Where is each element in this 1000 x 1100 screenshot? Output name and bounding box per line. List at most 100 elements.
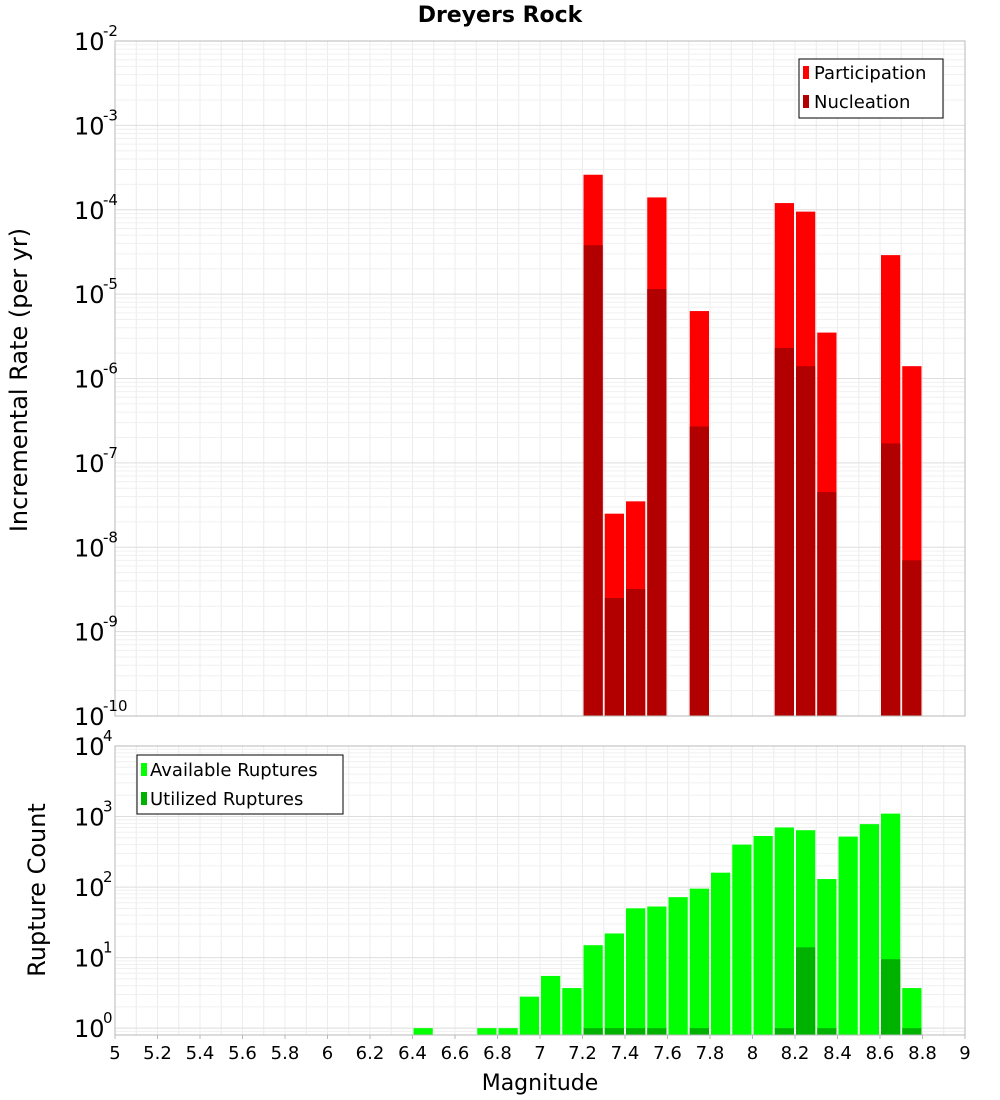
available-ruptures-bar	[774, 827, 794, 1035]
y-tick-label-exponent: 4	[103, 727, 113, 745]
y-tick-label-exponent: -3	[103, 106, 118, 124]
y-tick-label-base: 10	[74, 945, 105, 973]
utilized-ruptures-bar	[817, 1028, 837, 1035]
available-ruptures-bar	[626, 908, 646, 1035]
y-tick-label-exponent: -4	[103, 191, 118, 209]
x-tick-label: 7	[534, 1043, 545, 1064]
x-tick-label: 6.8	[483, 1043, 512, 1064]
x-tick-label: 5.6	[228, 1043, 257, 1064]
y-tick-label-exponent: -9	[103, 613, 118, 631]
utilized-legend-swatch	[141, 792, 147, 805]
y-tick-label-exponent: -10	[103, 697, 128, 715]
utilized-ruptures-bar	[583, 1028, 603, 1035]
utilized-ruptures-bar	[626, 1028, 646, 1035]
available-ruptures-bar	[753, 835, 773, 1035]
x-tick-label: 8.2	[781, 1043, 810, 1064]
y-tick-label-base: 10	[74, 197, 105, 225]
available-ruptures-bar	[711, 872, 731, 1035]
y-tick-label-exponent: -6	[103, 360, 118, 378]
nucleation-bar	[817, 492, 837, 716]
y-tick-label-base: 10	[74, 28, 105, 56]
nucleation-bar	[774, 347, 794, 716]
y-tick-label-exponent: -2	[103, 22, 118, 40]
y-tick-label-base: 10	[74, 874, 105, 902]
y-tick-label-base: 10	[74, 703, 105, 731]
y-tick-label-base: 10	[74, 366, 105, 394]
nucleation-bar	[881, 443, 901, 716]
nucleation-bar	[583, 245, 603, 717]
y-tick-label-base: 10	[74, 281, 105, 309]
y-tick-label-base: 10	[74, 804, 105, 832]
available-ruptures-bar	[689, 888, 709, 1035]
y-tick-label-base: 10	[74, 112, 105, 140]
x-tick-label: 8.6	[866, 1043, 895, 1064]
count-legend: Available Ruptures Utilized Ruptures	[136, 754, 344, 815]
y-tick-label-base: 10	[74, 733, 105, 761]
nucleation-legend-swatch	[803, 95, 809, 108]
x-tick-label: 7.8	[696, 1043, 725, 1064]
available-ruptures-bar	[604, 933, 624, 1035]
available-ruptures-bar	[498, 1028, 518, 1035]
magnitude-x-ticks: 5 5.2 5.4 5.6 5.8 6 6.2 6.4 6.6 6.8 7 7.2 7.4 7.6 7.8 8…	[109, 1035, 971, 1064]
x-tick-label: 5.2	[143, 1043, 172, 1064]
available-ruptures-bar	[817, 879, 837, 1035]
count-legend-box	[136, 754, 344, 815]
available-ruptures-bar	[562, 988, 582, 1035]
nucleation-legend-label: Nucleation	[814, 92, 910, 113]
available-ruptures-bar	[519, 996, 539, 1035]
nucleation-bar	[647, 289, 667, 716]
participation-legend-swatch	[803, 66, 809, 79]
utilized-ruptures-bar	[774, 1028, 794, 1035]
available-legend-label: Available Ruptures	[150, 760, 318, 781]
y-tick-label-base: 10	[74, 619, 105, 647]
x-tick-label: 6.2	[356, 1043, 385, 1064]
x-tick-label: 6	[322, 1043, 333, 1064]
y-tick-label-base: 10	[74, 1015, 105, 1043]
available-ruptures-bar	[732, 844, 752, 1035]
y-tick-label-exponent: -8	[103, 528, 118, 546]
x-tick-label: 6.4	[398, 1043, 427, 1064]
available-ruptures-bar	[902, 988, 922, 1035]
y-tick-label-exponent: -7	[103, 444, 118, 462]
nucleation-bar	[626, 589, 646, 716]
utilized-ruptures-bar	[647, 1028, 667, 1035]
x-tick-label: 6.6	[441, 1043, 470, 1064]
chart-title: Dreyers Rock	[418, 3, 584, 28]
available-ruptures-bar	[413, 1028, 433, 1035]
x-tick-label: 5.8	[271, 1043, 300, 1064]
y-tick-label-exponent: -5	[103, 275, 118, 293]
x-tick-label: 5	[109, 1043, 120, 1064]
nucleation-bar	[902, 560, 922, 716]
x-tick-label: 5.4	[186, 1043, 215, 1064]
available-ruptures-bar	[541, 975, 561, 1035]
nucleation-bar	[796, 366, 816, 716]
utilized-ruptures-bar	[902, 1028, 922, 1035]
rate-y-axis-label: Incremental Rate (per yr)	[5, 228, 33, 532]
rate-plot-border	[114, 40, 966, 717]
x-tick-label: 8.4	[823, 1043, 852, 1064]
rate-grid	[114, 40, 966, 717]
rate-legend-box	[798, 58, 944, 119]
x-tick-label: 7.4	[611, 1043, 640, 1064]
available-ruptures-bar	[647, 906, 667, 1035]
available-ruptures-bar	[668, 897, 688, 1035]
available-ruptures-bar	[859, 824, 879, 1035]
rate-bars	[583, 174, 922, 717]
y-tick-label-base: 10	[74, 450, 105, 478]
available-legend-swatch	[141, 763, 147, 776]
participation-legend-label: Participation	[814, 63, 926, 84]
utilized-ruptures-bar	[604, 1028, 624, 1035]
x-tick-label: 9	[959, 1043, 970, 1064]
utilized-legend-label: Utilized Ruptures	[150, 789, 303, 810]
y-tick-label-exponent: 0	[103, 1009, 113, 1027]
y-tick-label-exponent: 2	[103, 868, 113, 886]
available-ruptures-bar	[477, 1028, 497, 1035]
utilized-ruptures-bar	[689, 1028, 709, 1035]
nucleation-bar	[604, 598, 624, 716]
count-y-axis-label: Rupture Count	[23, 803, 51, 977]
